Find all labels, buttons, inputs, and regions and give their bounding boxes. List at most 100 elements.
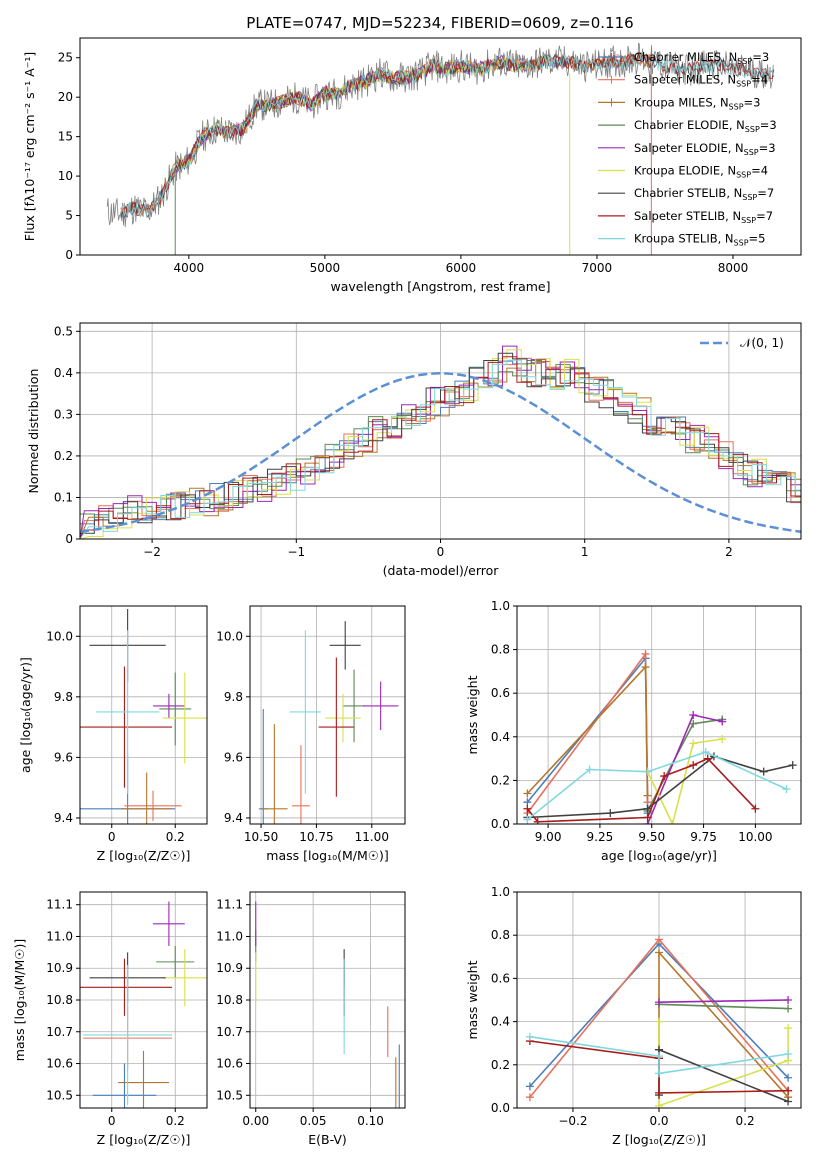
y-tick-label: 1.0 bbox=[491, 599, 510, 613]
mass-weight-marker bbox=[523, 804, 532, 813]
mass-weight-marker bbox=[655, 935, 663, 944]
y-tick-label: 0.2 bbox=[54, 449, 73, 463]
residuals-legend-label: 𝒩(0, 1) bbox=[740, 336, 784, 350]
mass-weight-line bbox=[646, 738, 723, 824]
y-tick-label: 0.2 bbox=[491, 773, 510, 787]
x-tick-label: 4000 bbox=[174, 261, 205, 275]
legend-label: Chabrier ELODIE, NSSP=3 bbox=[634, 118, 777, 134]
x-tick-label: 9.00 bbox=[535, 830, 562, 844]
x-tick-label: 7000 bbox=[582, 261, 613, 275]
gaussian-reference-line bbox=[80, 372, 801, 533]
mass-weight-marker bbox=[784, 1024, 793, 1033]
massweight_vs_age-ylabel: mass weight bbox=[465, 675, 480, 754]
legend-label: Salpeter MILES, NSSP=4 bbox=[634, 73, 768, 89]
mass-weight-marker bbox=[784, 1050, 793, 1058]
spectrum-xlabel: wavelength [Angstrom, rest frame] bbox=[330, 279, 550, 294]
mass-weight-marker bbox=[655, 948, 663, 957]
mass-weight-line bbox=[527, 755, 793, 819]
histogram-series bbox=[80, 352, 801, 539]
x-tick-label: 9.75 bbox=[690, 830, 717, 844]
x-tick-label: 6000 bbox=[446, 261, 477, 275]
x-tick-label: 0.00 bbox=[242, 1114, 269, 1128]
massweight_vs_Z-ylabel: mass weight bbox=[465, 960, 480, 1039]
age_vs_Z-ylabel: age [log₁₀(age/yr)] bbox=[18, 657, 33, 773]
mass-weight-marker bbox=[751, 804, 760, 813]
age_vs_mass-frame bbox=[249, 605, 406, 825]
x-tick-label: 0.2 bbox=[166, 830, 185, 844]
x-tick-label: −0.2 bbox=[558, 1114, 587, 1128]
mass_vs_EBV-frame bbox=[249, 891, 406, 1109]
mass_vs_Z-ylabel: mass [log₁₀(M/M☉)] bbox=[12, 939, 27, 1061]
y-tick-label: 9.6 bbox=[54, 750, 73, 764]
y-tick-label: 0.0 bbox=[491, 1101, 510, 1115]
mass-weight-marker bbox=[660, 772, 669, 781]
mass-weight-marker bbox=[701, 748, 710, 757]
spectrum-frame bbox=[79, 37, 802, 256]
mass-weight-line bbox=[526, 751, 787, 821]
y-tick-label: 10.0 bbox=[216, 629, 243, 643]
age_vs_Z-points bbox=[80, 609, 207, 824]
mass-weight-line bbox=[658, 999, 789, 1003]
mass-weight-marker bbox=[689, 739, 698, 748]
age_vs_Z-frame bbox=[79, 605, 208, 825]
age_vs_Z-xlabel: Z [log₁₀(Z/Z☉)] bbox=[97, 848, 191, 863]
legend-label: Chabrier STELIB, NSSP=7 bbox=[634, 186, 774, 202]
residuals-ylabel: Normed distribution bbox=[26, 369, 41, 494]
mass_vs_Z-points bbox=[80, 901, 207, 1108]
residuals-axes: −2 −1 0 1 2 0 0.1 0.2 0.3 0.4 0.5 (data-model)/erro… bbox=[26, 323, 801, 578]
y-tick-label: 0 bbox=[65, 248, 73, 262]
x-tick-label: 10.75 bbox=[299, 830, 333, 844]
x-tick-label: 0.2 bbox=[736, 1114, 755, 1128]
mass-weight-marker bbox=[784, 1073, 793, 1082]
spectrum-axes: 4000 5000 6000 7000 8000 0 5 10 15 20 25 wavelength… bbox=[22, 51, 748, 294]
mass-weight-marker bbox=[525, 1093, 534, 1102]
x-tick-label: 10.50 bbox=[244, 830, 278, 844]
x-tick-label: 9.25 bbox=[587, 830, 614, 844]
x-tick-label: −1 bbox=[287, 545, 305, 559]
y-tick-label: 9.4 bbox=[224, 811, 243, 825]
y-tick-label: 5 bbox=[65, 209, 73, 223]
mass-weight-marker bbox=[784, 1097, 793, 1106]
y-tick-label: 10.8 bbox=[46, 993, 73, 1007]
residual-histograms bbox=[80, 345, 801, 539]
y-tick-label: 0.1 bbox=[54, 490, 73, 504]
x-tick-label: 0.2 bbox=[166, 1114, 185, 1128]
mass-weight-marker bbox=[523, 815, 532, 824]
x-tick-label: 10.00 bbox=[738, 830, 772, 844]
y-tick-label: 15 bbox=[58, 130, 73, 144]
mass_vs_Z-xlabel: Z [log₁₀(Z/Z☉)] bbox=[97, 1132, 191, 1147]
y-tick-label: 10.7 bbox=[46, 1025, 73, 1039]
mass-weight-marker bbox=[703, 754, 712, 763]
mass-weight-marker bbox=[585, 765, 594, 774]
mass-weight-marker bbox=[718, 717, 727, 726]
spectrum-legend: Chabrier MILES, NSSP=3 Salpeter MILES, NS… bbox=[598, 50, 777, 248]
y-tick-label: 0.5 bbox=[54, 324, 73, 338]
y-tick-label: 10.8 bbox=[216, 993, 243, 1007]
mass-weight-marker bbox=[655, 1052, 663, 1061]
figure-title: PLATE=0747, MJD=52234, FIBERID=0609, z=0… bbox=[246, 14, 633, 32]
spectrum-model-line bbox=[120, 52, 775, 218]
y-tick-label: 0.0 bbox=[491, 817, 510, 831]
spectrum-model-line bbox=[120, 52, 775, 218]
histogram-series bbox=[80, 357, 801, 539]
massweight_vs_age-lines bbox=[523, 649, 797, 824]
age_vs_mass-points bbox=[258, 621, 399, 824]
y-tick-label: 0.2 bbox=[491, 1058, 510, 1072]
x-tick-label: 0.05 bbox=[300, 1114, 327, 1128]
histogram-series bbox=[80, 356, 801, 539]
y-tick-label: 9.8 bbox=[224, 690, 243, 704]
mass-weight-marker bbox=[784, 996, 793, 1004]
mass-weight-marker bbox=[718, 734, 727, 743]
mass_vs_EBV-xlabel: E(B-V) bbox=[308, 1132, 347, 1147]
y-tick-label: 11.1 bbox=[46, 898, 73, 912]
mass-weight-marker bbox=[643, 767, 652, 776]
y-tick-label: 11.1 bbox=[216, 898, 243, 912]
age_vs_mass-xlabel: mass [log₁₀(M/M☉)] bbox=[266, 848, 388, 863]
x-tick-label: 0 bbox=[108, 1114, 116, 1128]
mass-weight-line bbox=[529, 1035, 789, 1075]
y-tick-label: 0.6 bbox=[491, 686, 510, 700]
legend-label: Salpeter ELODIE, NSSP=3 bbox=[634, 141, 776, 157]
x-tick-label: 1 bbox=[581, 545, 589, 559]
mass-weight-marker bbox=[689, 761, 698, 770]
